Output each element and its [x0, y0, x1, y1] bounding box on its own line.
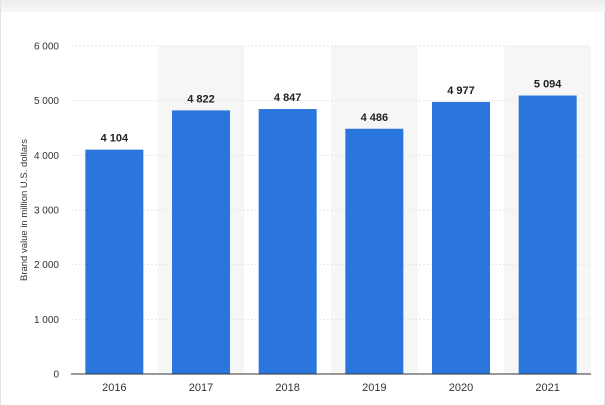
gridlines — [71, 45, 591, 320]
x-tick-label: 2016 — [102, 382, 126, 394]
bar-value-label: 4 486 — [361, 112, 389, 124]
x-tick-label: 2020 — [449, 382, 473, 394]
bar[interactable] — [345, 128, 404, 374]
y-tick-label: 3 000 — [34, 206, 59, 217]
x-tick-label: 2018 — [275, 382, 299, 394]
y-tick-label: 2 000 — [34, 260, 59, 271]
x-tick-label: 2017 — [189, 382, 213, 394]
y-tick-label: 6 000 — [34, 42, 59, 53]
bar-value-label: 5 094 — [534, 79, 562, 91]
top-bar — [1, 0, 605, 12]
bar[interactable] — [172, 110, 230, 374]
bar[interactable] — [85, 149, 144, 374]
bar-value-label: 4 104 — [101, 133, 129, 145]
value-labels: 4 104 4 822 4 847 4 486 4 977 5 094 — [101, 79, 563, 145]
x-axis-ticks: 2016 2017 2018 2019 2020 2021 — [102, 382, 560, 394]
bar-value-label: 4 822 — [187, 93, 215, 105]
bar-value-label: 4 847 — [274, 92, 302, 104]
y-tick-label: 0 — [53, 370, 59, 381]
bar-value-label: 4 977 — [447, 85, 475, 97]
y-tick-label: 4 000 — [34, 151, 59, 162]
bar[interactable] — [258, 109, 317, 374]
x-tick-label: 2021 — [535, 382, 559, 394]
bar[interactable] — [518, 95, 577, 374]
y-tick-label: 1 000 — [34, 315, 59, 326]
y-axis-ticks: 0 1 000 2 000 3 000 4 000 5 000 6 000 — [34, 42, 59, 381]
x-tick-label: 2019 — [362, 382, 386, 394]
bar[interactable] — [432, 101, 490, 374]
y-axis-label: Brand value in million U.S. dollars — [19, 139, 30, 281]
bars — [85, 95, 577, 374]
y-tick-label: 5 000 — [34, 96, 59, 107]
